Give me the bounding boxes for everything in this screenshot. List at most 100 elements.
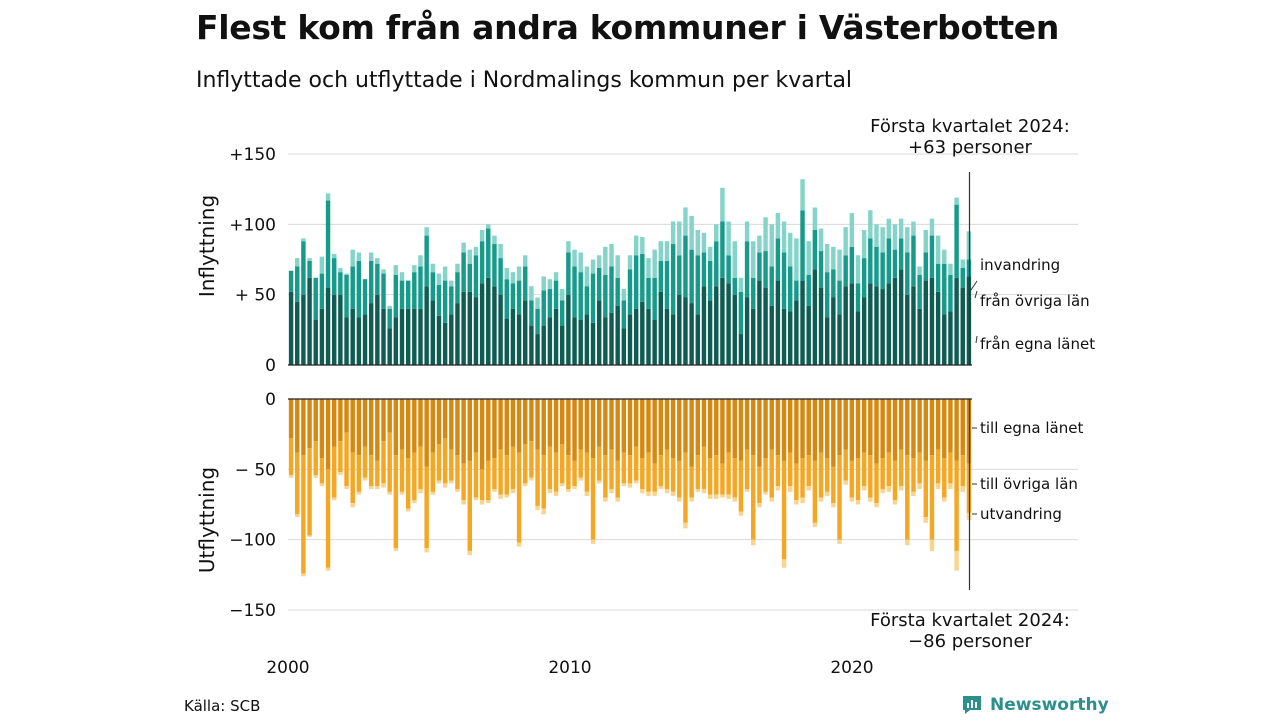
bar-in-2-98 xyxy=(892,224,898,250)
bar-out-2-1 xyxy=(295,514,300,518)
bar-out-0-13 xyxy=(368,399,374,456)
bar-in-0-55 xyxy=(627,314,633,365)
bar-in-1-70 xyxy=(720,221,725,278)
bar-in-2-3 xyxy=(307,258,312,261)
bar-out-2-46 xyxy=(572,486,577,490)
bar-in-2-102 xyxy=(917,266,922,275)
bar-out-0-1 xyxy=(295,399,300,453)
ytick-in-2: +100 xyxy=(229,215,276,235)
bar-in-1-95 xyxy=(874,246,879,287)
bar-out-2-93 xyxy=(861,486,867,491)
bar-out-1-105 xyxy=(935,449,941,484)
series-label-in-2: från egna länet xyxy=(980,335,1095,353)
bar-in-2-58 xyxy=(646,258,651,278)
bar-in-0-103 xyxy=(923,280,929,365)
bar-out-1-86 xyxy=(818,452,824,498)
brand-name: Newsworthy xyxy=(990,695,1109,715)
bar-in-0-77 xyxy=(763,287,768,365)
bar-in-2-65 xyxy=(689,215,694,250)
bar-out-1-62 xyxy=(670,458,676,492)
bar-out-0-84 xyxy=(806,399,811,456)
bar-in-1-82 xyxy=(794,280,799,301)
bar-out-1-44 xyxy=(559,444,565,484)
bar-in-0-85 xyxy=(812,269,818,365)
bar-out-0-4 xyxy=(313,399,318,442)
bar-in-0-37 xyxy=(516,314,522,365)
bar-out-0-20 xyxy=(412,399,417,453)
bar-in-2-105 xyxy=(935,235,941,264)
bar-in-1-27 xyxy=(455,272,460,304)
bar-in-1-106 xyxy=(942,263,947,315)
bar-in-1-103 xyxy=(923,252,929,281)
bar-out-2-60 xyxy=(658,486,664,490)
bar-out-2-57 xyxy=(640,489,645,494)
bar-out-0-33 xyxy=(492,399,497,459)
bar-in-0-71 xyxy=(726,283,731,365)
bar-out-0-59 xyxy=(652,399,657,464)
bar-in-1-108 xyxy=(954,204,959,278)
bar-in-1-97 xyxy=(886,238,892,284)
bar-out-0-31 xyxy=(479,399,485,470)
bar-out-2-41 xyxy=(541,508,546,515)
bar-in-1-102 xyxy=(917,274,922,309)
bar-out-1-106 xyxy=(942,458,947,498)
bar-out-1-17 xyxy=(393,455,399,549)
bar-out-1-95 xyxy=(874,463,879,504)
bar-in-2-107 xyxy=(948,263,953,275)
bar-in-1-83 xyxy=(800,210,805,281)
series-label-out-2: utvandring xyxy=(980,505,1062,523)
bar-in-2-33 xyxy=(492,235,497,245)
bar-out-2-79 xyxy=(775,486,781,491)
bar-in-1-100 xyxy=(905,252,910,295)
bar-out-1-13 xyxy=(368,455,374,487)
bar-in-2-39 xyxy=(529,286,534,301)
bar-out-2-100 xyxy=(905,539,910,546)
bar-in-1-46 xyxy=(572,266,577,318)
bar-out-2-25 xyxy=(442,483,448,488)
bar-out-1-91 xyxy=(849,460,855,498)
bar-in-0-56 xyxy=(633,308,639,365)
bar-in-2-76 xyxy=(757,235,762,253)
bar-in-1-25 xyxy=(442,280,448,323)
bar-out-2-5 xyxy=(319,483,325,487)
bar-in-2-97 xyxy=(886,218,892,239)
annotation-in-line1: Första kvartalet 2024: xyxy=(870,116,1070,137)
bar-in-2-21 xyxy=(418,255,423,267)
bar-out-0-62 xyxy=(670,399,676,459)
bar-in-2-99 xyxy=(898,218,904,239)
bar-in-2-59 xyxy=(652,249,657,278)
bar-in-1-67 xyxy=(701,252,707,287)
bar-in-2-15 xyxy=(381,269,386,274)
bar-out-2-8 xyxy=(338,472,343,475)
bar-in-2-82 xyxy=(794,238,799,281)
bar-in-2-93 xyxy=(861,229,867,259)
bar-out-1-33 xyxy=(492,458,497,490)
bar-in-2-1 xyxy=(295,258,300,267)
bar-out-2-105 xyxy=(935,483,941,490)
bar-in-1-8 xyxy=(338,272,343,295)
bar-out-0-101 xyxy=(911,399,916,459)
bar-in-0-99 xyxy=(898,269,904,365)
bar-in-2-68 xyxy=(707,246,713,261)
bar-out-1-14 xyxy=(375,460,380,487)
bar-out-2-109 xyxy=(960,486,965,492)
bar-in-2-24 xyxy=(436,273,442,285)
bar-out-2-22 xyxy=(424,548,429,553)
bar-out-2-45 xyxy=(566,489,571,492)
bar-out-1-46 xyxy=(572,460,577,487)
bar-in-2-48 xyxy=(584,266,590,287)
bar-out-0-7 xyxy=(331,399,337,447)
bar-in-2-62 xyxy=(670,221,676,245)
bar-out-2-6 xyxy=(325,567,331,571)
bar-out-1-65 xyxy=(689,466,694,498)
bar-in-0-68 xyxy=(707,300,713,365)
bar-out-0-61 xyxy=(664,399,670,450)
bar-out-1-88 xyxy=(831,466,836,504)
bar-out-0-26 xyxy=(449,399,454,450)
bar-out-2-70 xyxy=(720,494,725,498)
bar-out-2-26 xyxy=(449,480,454,484)
bar-out-0-102 xyxy=(917,399,922,453)
bar-in-2-109 xyxy=(960,259,965,268)
bar-in-0-31 xyxy=(479,283,485,365)
